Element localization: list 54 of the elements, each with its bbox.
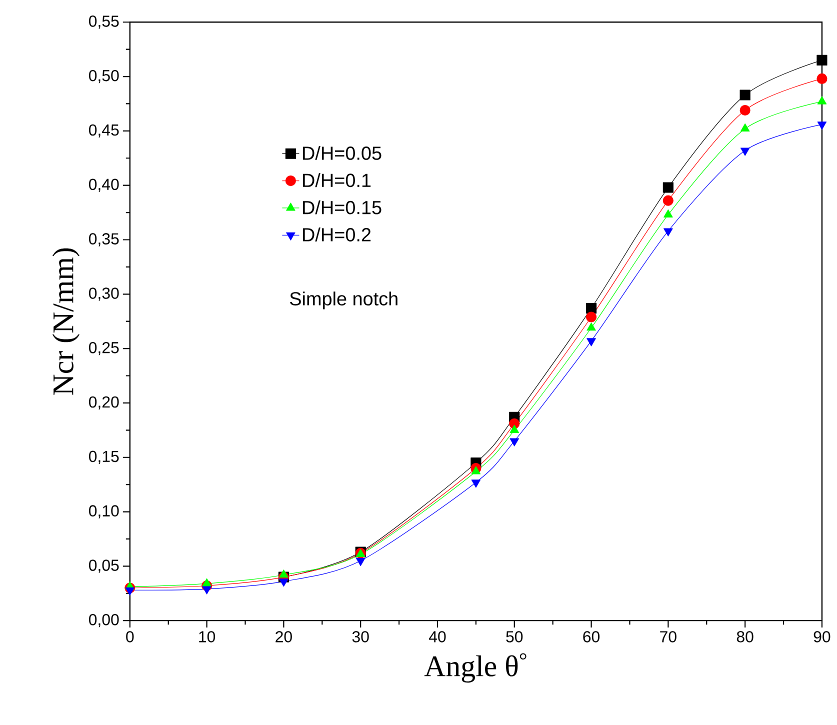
point (816, 55, 828, 66)
point (586, 338, 596, 346)
point (740, 148, 750, 156)
point (662, 182, 674, 193)
point (279, 578, 288, 587)
point (664, 210, 673, 218)
legend-label: D/H=0.2 (303, 228, 371, 242)
point (356, 558, 366, 566)
point (740, 90, 750, 100)
x-tick-label: 0 (126, 631, 134, 643)
point (471, 466, 481, 474)
point (202, 578, 212, 587)
annotation: Simple notch (290, 292, 398, 310)
y-tick-label: 0,10 (88, 505, 119, 519)
point (740, 124, 750, 132)
point (202, 586, 212, 594)
point (279, 570, 288, 578)
x-tick-label: 30 (352, 631, 369, 643)
x-tick-label: 60 (583, 631, 600, 643)
legend-label: D/H=0.1 (303, 173, 371, 188)
point (740, 105, 750, 116)
y-tick-label: 0,30 (88, 288, 119, 301)
x-axis-title: Angle θ$^{°}$ (424, 653, 526, 683)
point (471, 480, 481, 488)
point (586, 322, 596, 331)
point (125, 587, 135, 596)
legend-label: D/H=0.05 (303, 146, 382, 160)
legend-label: D/H=0.15 (303, 200, 382, 214)
x-tick-label: 10 (199, 631, 216, 643)
y-axis-title: Ncr (N/mm) (52, 248, 80, 395)
y-tick-label: 0,00 (88, 614, 119, 628)
point (816, 74, 828, 84)
point (664, 228, 673, 236)
point (586, 312, 597, 322)
x-tick-label: 50 (506, 631, 523, 643)
y-tick-label: 0,35 (88, 233, 119, 246)
y-tick-label: 0,15 (88, 450, 119, 464)
x-tick-label: 70 (660, 631, 676, 643)
point (817, 122, 827, 130)
y-tick-label: 0,50 (88, 70, 119, 84)
point (662, 195, 674, 206)
point (510, 425, 520, 434)
point (817, 96, 827, 104)
point (510, 438, 520, 446)
y-tick-label: 0,25 (88, 342, 119, 356)
x-tick-label: 20 (276, 631, 292, 643)
x-tick-label: 90 (814, 631, 830, 643)
y-tick-label: 0,45 (88, 124, 119, 138)
y-tick-label: 0,20 (88, 396, 119, 410)
x-tick-label: 80 (736, 631, 754, 643)
x-tick-label: 40 (428, 631, 446, 643)
y-tick-label: 0,05 (88, 560, 119, 573)
y-tick-label: 0,55 (88, 16, 119, 29)
y-tick-label: 0,40 (88, 178, 119, 192)
